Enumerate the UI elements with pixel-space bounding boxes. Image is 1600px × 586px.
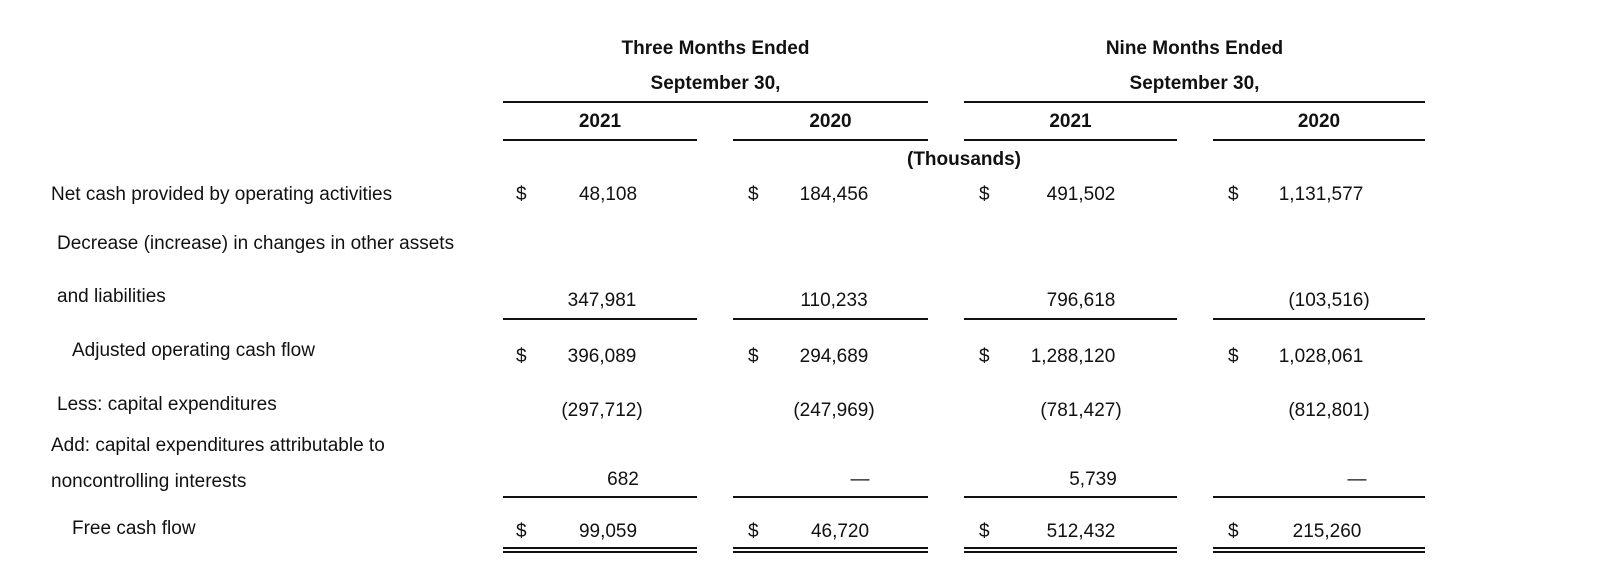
subtotal-rule-1 — [503, 318, 697, 320]
double-rule-3 — [964, 547, 1177, 553]
year-header-1: 2021 — [578, 111, 622, 132]
currency-symbol: $ — [516, 521, 527, 542]
currency-symbol: $ — [748, 346, 759, 367]
cell-net-cash-3m-2021: 48,108 — [578, 184, 638, 205]
cell-nci-3m-2021: 682 — [607, 469, 639, 490]
cell-nci-3m-2020: — — [850, 469, 870, 490]
group-header-three-months-date: September 30, — [650, 73, 781, 94]
year-rule-4 — [1213, 139, 1425, 141]
cell-fcf-9m-2021: 512,432 — [1046, 521, 1116, 542]
cell-capex-3m-2020: (247,969) — [793, 400, 875, 421]
subtotal-rule-3 — [964, 318, 1177, 320]
group-header-nine-months-date: September 30, — [1129, 73, 1260, 94]
cell-changes-3m-2020: 110,233 — [800, 290, 868, 311]
row-label-net-cash: Net cash provided by operating activitie… — [51, 184, 393, 205]
cell-adjusted-9m-2021: 1,288,120 — [1030, 346, 1116, 367]
group-header-nine-months: Nine Months Ended — [1105, 38, 1284, 59]
year-rule-3 — [964, 139, 1177, 141]
currency-symbol: $ — [1228, 346, 1239, 367]
cell-net-cash-3m-2020: 184,456 — [799, 184, 869, 205]
row-label-changes-assets-line1: Decrease (increase) in changes in other … — [57, 233, 455, 254]
total-rule-1 — [503, 496, 697, 498]
currency-symbol: $ — [1228, 521, 1239, 542]
total-rule-3 — [964, 496, 1177, 498]
year-header-4: 2020 — [1297, 111, 1341, 132]
row-label-changes-assets-line2: and liabilities — [57, 286, 166, 307]
cell-fcf-9m-2020: 215,260 — [1292, 521, 1362, 542]
double-rule-4 — [1213, 547, 1425, 553]
row-label-free-cash-flow: Free cash flow — [72, 518, 196, 539]
cell-net-cash-9m-2021: 491,502 — [1046, 184, 1116, 205]
cell-changes-9m-2021: 796,618 — [1046, 290, 1116, 311]
group-rule-nine-months — [964, 101, 1425, 103]
cell-nci-9m-2021: 5,739 — [1069, 469, 1117, 490]
subtotal-rule-4 — [1213, 318, 1425, 320]
cell-capex-3m-2021: (297,712) — [561, 400, 643, 421]
total-rule-4 — [1213, 496, 1425, 498]
subtotal-rule-2 — [733, 318, 928, 320]
currency-symbol: $ — [979, 521, 990, 542]
currency-symbol: $ — [516, 346, 527, 367]
cell-changes-3m-2021: 347,981 — [567, 290, 637, 311]
cell-fcf-3m-2020: 46,720 — [810, 521, 870, 542]
currency-symbol: $ — [1228, 184, 1239, 205]
year-rule-1 — [503, 139, 697, 141]
cell-capex-9m-2021: (781,427) — [1040, 400, 1122, 421]
currency-symbol: $ — [748, 184, 759, 205]
units-label: (Thousands) — [907, 149, 1021, 170]
cell-changes-9m-2020: (103,516) — [1288, 290, 1370, 311]
group-rule-three-months — [503, 101, 928, 103]
double-rule-2 — [733, 547, 928, 553]
double-rule-1 — [503, 547, 697, 553]
cell-net-cash-9m-2020: 1,131,577 — [1278, 184, 1364, 205]
row-label-capex: Less: capital expenditures — [57, 394, 277, 415]
cell-nci-9m-2020: — — [1347, 469, 1367, 490]
group-header-three-months: Three Months Ended — [621, 38, 810, 59]
year-header-3: 2021 — [1049, 111, 1092, 132]
total-rule-2 — [733, 496, 928, 498]
cell-capex-9m-2020: (812,801) — [1288, 400, 1370, 421]
cell-adjusted-3m-2021: 396,089 — [567, 346, 637, 367]
cell-fcf-3m-2021: 99,059 — [578, 521, 638, 542]
row-label-nci-line2: noncontrolling interests — [51, 471, 247, 492]
currency-symbol: $ — [979, 346, 990, 367]
row-label-nci-line1: Add: capital expenditures attributable t… — [51, 435, 385, 456]
currency-symbol: $ — [748, 521, 759, 542]
year-rule-2 — [733, 139, 928, 141]
row-label-adjusted-ocf: Adjusted operating cash flow — [72, 340, 315, 361]
currency-symbol: $ — [979, 184, 990, 205]
year-header-2: 2020 — [809, 111, 852, 132]
cell-adjusted-3m-2020: 294,689 — [799, 346, 869, 367]
cell-adjusted-9m-2020: 1,028,061 — [1278, 346, 1364, 367]
currency-symbol: $ — [516, 184, 527, 205]
